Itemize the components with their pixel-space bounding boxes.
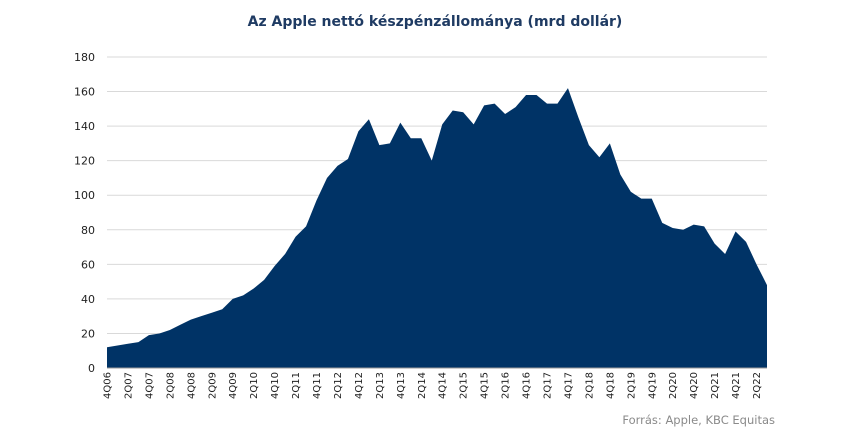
x-tick-label: 4Q11 — [312, 372, 323, 399]
x-tick-label: 2Q19 — [626, 372, 637, 399]
x-tick-label: 2Q14 — [417, 372, 428, 399]
y-tick-label: 20 — [81, 327, 95, 340]
y-tick-label: 100 — [74, 189, 95, 202]
x-tick-label: 4Q13 — [396, 372, 407, 399]
y-tick-label: 180 — [74, 51, 95, 64]
x-tick-label: 2Q12 — [333, 372, 344, 399]
x-tick-label: 2Q07 — [123, 372, 134, 399]
y-tick-label: 80 — [81, 224, 95, 237]
x-tick-label: 2Q15 — [459, 372, 470, 399]
x-tick-label: 2Q22 — [752, 372, 763, 399]
x-tick-label: 4Q19 — [647, 372, 658, 399]
x-tick-label: 4Q16 — [522, 372, 533, 399]
x-tick-label: 4Q09 — [228, 372, 239, 399]
x-tick-label: 2Q09 — [207, 372, 218, 399]
x-tick-label: 2Q08 — [165, 372, 176, 399]
source-note: Forrás: Apple, KBC Equitas — [622, 413, 775, 427]
y-axis-ticks: 0 20 40 60 80 100 120 140 160 180 — [74, 51, 95, 375]
x-tick-label: 4Q17 — [563, 372, 574, 399]
y-tick-label: 140 — [74, 120, 95, 133]
x-tick-label: 4Q15 — [480, 372, 491, 399]
x-tick-label: 2Q20 — [668, 372, 679, 399]
x-tick-label: 2Q13 — [375, 372, 386, 399]
x-tick-label: 2Q11 — [291, 372, 302, 399]
x-tick-label: 4Q18 — [605, 372, 616, 399]
y-tick-label: 120 — [74, 155, 95, 168]
x-tick-label: 4Q06 — [103, 372, 114, 399]
y-tick-label: 160 — [74, 86, 95, 99]
x-tick-label: 2Q18 — [584, 372, 595, 399]
chart-title: Az Apple nettó készpénzállománya (mrd do… — [247, 14, 623, 30]
x-axis-ticks: 4Q06 2Q07 4Q07 2Q08 4Q08 2Q09 4Q09 2Q10 4Q10 2Q11… — [103, 372, 764, 399]
x-tick-label: 4Q21 — [731, 372, 742, 399]
y-tick-label: 60 — [81, 258, 95, 271]
x-tick-label: 2Q16 — [501, 372, 512, 399]
x-tick-label: 2Q10 — [249, 372, 260, 399]
x-tick-label: 2Q21 — [710, 372, 721, 399]
x-tick-label: 2Q17 — [543, 372, 554, 399]
y-tick-label: 0 — [88, 362, 95, 375]
x-tick-label: 4Q12 — [354, 372, 365, 399]
x-tick-label: 4Q07 — [144, 372, 155, 399]
x-tick-label: 4Q08 — [186, 372, 197, 399]
x-tick-label: 4Q20 — [689, 372, 700, 399]
x-tick-label: 4Q10 — [270, 372, 281, 399]
x-tick-label: 4Q14 — [438, 372, 449, 399]
y-tick-label: 40 — [81, 293, 95, 306]
cash-area-series — [107, 88, 767, 368]
